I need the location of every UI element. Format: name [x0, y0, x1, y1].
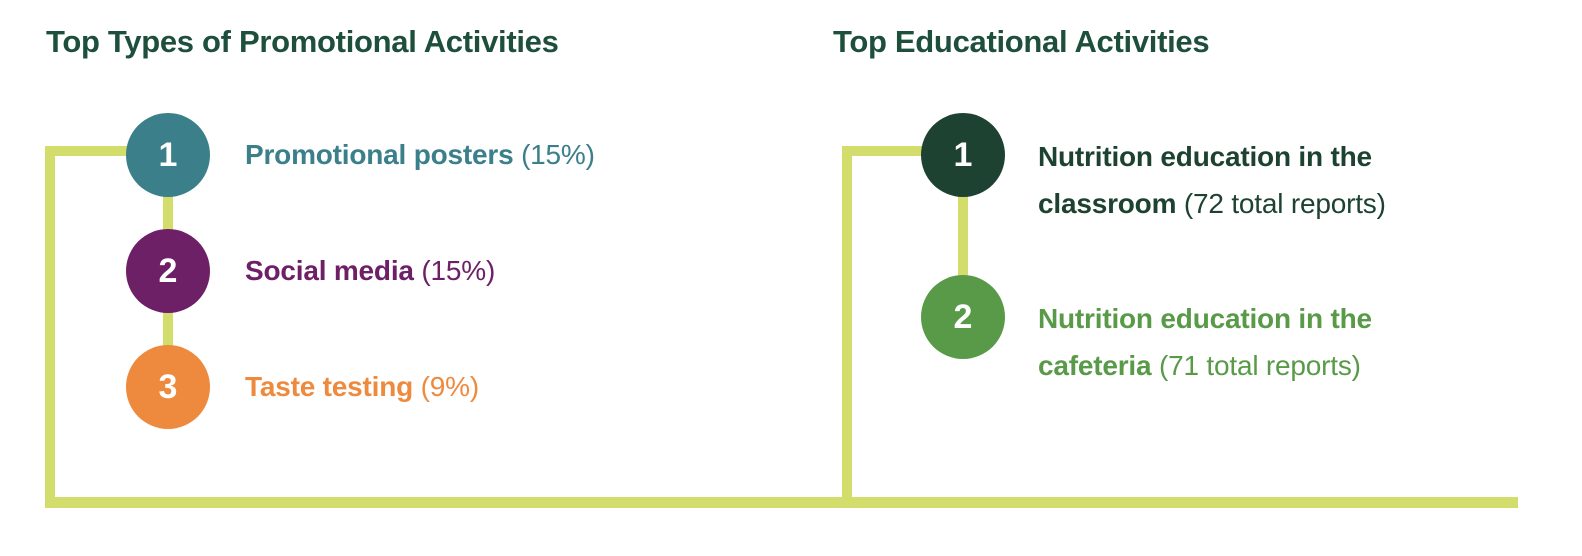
rank-number: 1: [953, 135, 973, 174]
item-value: (72 total reports): [1183, 188, 1386, 219]
list-item-classroom-education: Nutrition education in the classroom (72…: [1038, 133, 1448, 227]
list-item-taste-testing: Taste testing (9%): [245, 371, 479, 403]
item-value: (15%): [421, 255, 496, 286]
item-value: (71 total reports): [1158, 350, 1361, 381]
item-value: (15%): [521, 139, 595, 170]
list-item-social-media: Social media (15%): [245, 255, 495, 287]
item-label: Nutrition education in the cafeteria: [1038, 303, 1372, 381]
item-label: Nutrition education in the classroom: [1038, 141, 1372, 219]
left-section-title: Top Types of Promotional Activities: [46, 24, 559, 59]
bottom-baseline-connector-line: [45, 497, 1518, 508]
rank-badge-classroom-education: 1: [921, 113, 1005, 197]
rank-number: 1: [158, 135, 178, 174]
rank-number: 2: [953, 297, 973, 336]
item-label: Taste testing: [245, 371, 414, 402]
rank-badge-taste-testing: 3: [126, 345, 210, 429]
rank-badge-promotional-posters: 1: [126, 113, 210, 197]
left-vertical-connector-line: [45, 146, 55, 508]
right-top-horizontal-connector-line: [842, 146, 970, 156]
rank-number: 3: [158, 367, 178, 406]
right-vertical-connector-line: [842, 146, 852, 508]
left-top-horizontal-connector-line: [45, 146, 175, 156]
item-label: Promotional posters: [245, 139, 514, 170]
rank-badge-social-media: 2: [126, 229, 210, 313]
list-item-cafeteria-education: Nutrition education in the cafeteria (71…: [1038, 295, 1448, 389]
item-label: Social media: [245, 255, 414, 286]
item-value: (9%): [420, 371, 480, 402]
right-section-title: Top Educational Activities: [833, 24, 1210, 59]
list-item-promotional-posters: Promotional posters (15%): [245, 139, 595, 171]
rank-badge-cafeteria-education: 2: [921, 275, 1005, 359]
right-items-vertical-connector-line: [958, 155, 968, 317]
rank-number: 2: [158, 251, 178, 290]
